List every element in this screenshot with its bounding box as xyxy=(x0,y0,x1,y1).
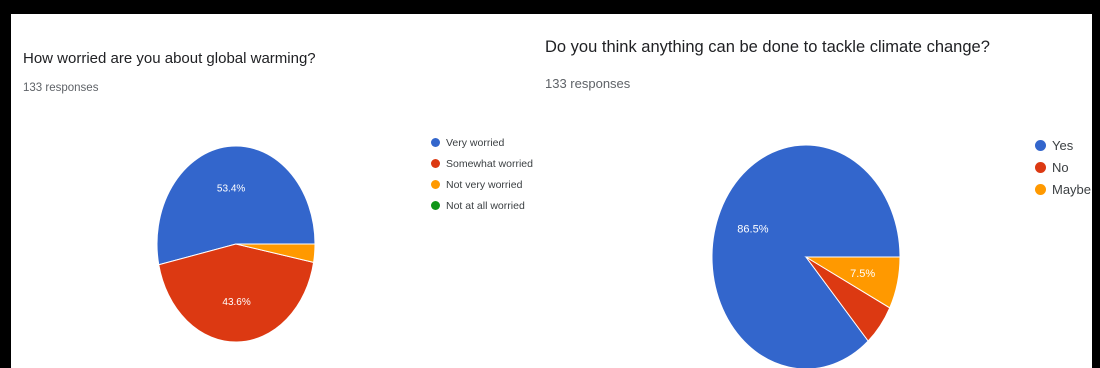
legend-label: Maybe xyxy=(1052,181,1092,197)
chart-legend: Very worried Somewhat worried Not very wor… xyxy=(431,132,533,216)
legend-swatch xyxy=(431,201,440,210)
legend-label: Somewhat worried xyxy=(446,157,533,170)
legend-swatch xyxy=(1035,161,1046,173)
legend-label: No xyxy=(1052,159,1069,175)
legend-item-not-very-worried: Not very worried xyxy=(431,174,533,195)
data-label-maybe: 7.5% xyxy=(850,268,875,280)
response-count: 133 responses xyxy=(545,76,631,91)
legend-label: Yes xyxy=(1052,137,1074,153)
legend-label: Very worried xyxy=(446,136,505,149)
legend-swatch xyxy=(1035,183,1046,195)
pie-slice-very-worried xyxy=(156,145,316,266)
response-count: 133 responses xyxy=(23,82,99,94)
pie-slice-not-very-worried xyxy=(235,243,316,263)
pie-chart: 53.4% 43.6% xyxy=(156,145,316,343)
legend-swatch xyxy=(431,180,440,189)
data-label-somewhat-worried: 43.6% xyxy=(222,297,250,308)
legend-label: Not very worried xyxy=(446,178,523,191)
pie-chart: 86.5% 7.5% xyxy=(711,144,901,368)
chart-panel-action: Do you think anything can be done to tac… xyxy=(541,14,1092,368)
chart-panel-worry: How worried are you about global warming… xyxy=(11,14,541,368)
pie-slice-maybe xyxy=(804,256,901,309)
data-label-yes: 86.5% xyxy=(737,223,768,235)
legend-label: Not at all worried xyxy=(446,199,525,212)
legend-item-somewhat-worried: Somewhat worried xyxy=(431,153,533,174)
chart-title: How worried are you about global warming… xyxy=(23,50,316,67)
chart-title: Do you think anything can be done to tac… xyxy=(545,38,990,56)
data-label-very-worried: 53.4% xyxy=(217,183,245,194)
legend-item-maybe: Maybe xyxy=(1035,178,1091,200)
legend-item-not-at-all-worried: Not at all worried xyxy=(431,195,533,216)
legend-item-very-worried: Very worried xyxy=(431,132,533,153)
legend-swatch xyxy=(431,138,440,147)
legend-item-yes: Yes xyxy=(1035,134,1091,156)
chart-legend: Yes No Maybe xyxy=(1035,134,1091,200)
legend-item-no: No xyxy=(1035,156,1091,178)
pie-slice-somewhat-worried xyxy=(158,243,315,343)
legend-swatch xyxy=(431,159,440,168)
legend-swatch xyxy=(1035,139,1046,151)
